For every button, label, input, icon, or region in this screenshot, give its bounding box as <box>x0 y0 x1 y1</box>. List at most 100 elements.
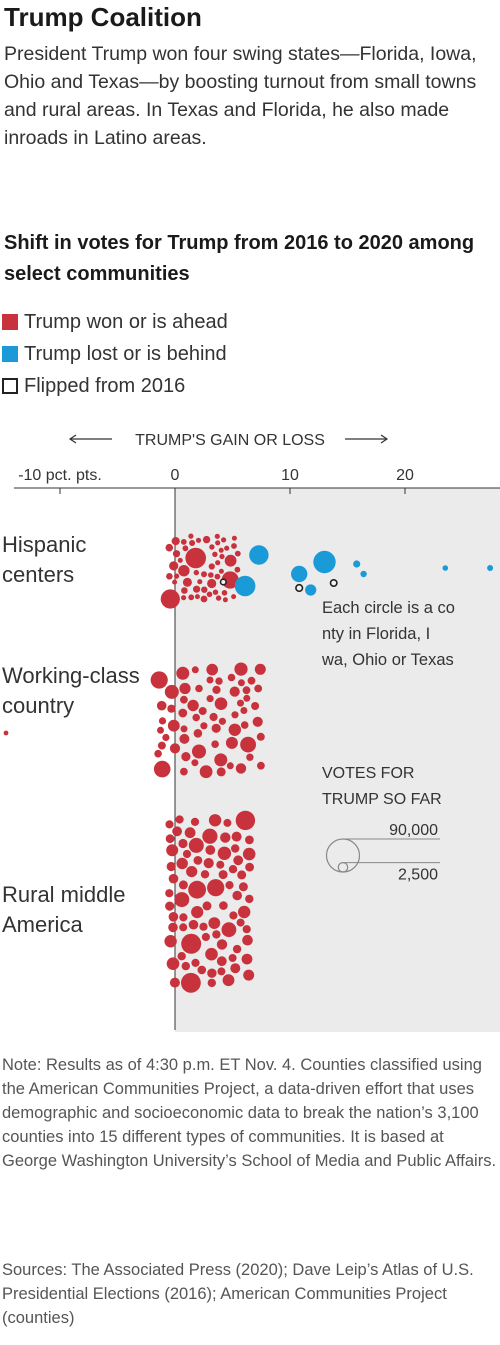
chart-sources: Sources: The Associated Press (2020); Da… <box>2 1261 474 1327</box>
county-dot-won <box>240 707 248 714</box>
county-dot-won <box>180 767 188 776</box>
county-dot-won <box>199 765 213 779</box>
county-dot-won <box>164 935 177 948</box>
county-dot-won <box>219 553 225 560</box>
size-legend-label: 90,000 <box>389 822 438 839</box>
axis-title: TRUMP'S GAIN OR LOSS <box>135 432 325 449</box>
county-dot-won <box>150 671 168 689</box>
county-dot-lost <box>360 570 367 578</box>
county-dot-won <box>237 699 244 707</box>
county-dot-won <box>177 952 186 961</box>
county-dot-won <box>192 713 200 722</box>
x-tick-label: 20 <box>396 467 414 484</box>
flipped-county-dot <box>219 578 227 586</box>
county-dot-won <box>234 662 248 676</box>
county-dot-won <box>212 930 221 939</box>
chart-title: Trump Coalition <box>4 2 202 32</box>
county-dot-won <box>188 533 194 539</box>
county-dot-won <box>231 711 239 719</box>
county-dot-won <box>178 838 188 849</box>
county-dot-won <box>218 568 224 574</box>
county-dot-won <box>228 723 241 736</box>
county-dot-won <box>181 972 201 993</box>
county-dot-won <box>208 814 222 827</box>
county-dot-won <box>153 760 171 778</box>
county-dot-won <box>181 587 188 594</box>
county-dot-won <box>234 566 241 573</box>
county-dot-won <box>165 901 175 911</box>
axis-arrowhead-left <box>68 434 77 444</box>
county-dot-won <box>231 543 237 549</box>
county-dot-won <box>214 697 228 710</box>
county-dot-won <box>171 537 180 546</box>
county-dot-won <box>179 923 188 932</box>
county-dot-won <box>215 677 223 685</box>
county-dot-won <box>191 759 199 767</box>
x-tick-label: 0 <box>171 467 180 484</box>
county-dot-won <box>178 565 190 577</box>
county-dot-won <box>216 767 226 777</box>
legend-item-won: Trump won or is ahead <box>2 306 228 338</box>
county-dot-won <box>216 956 227 967</box>
county-dot-won <box>181 595 187 601</box>
annotation-text: Each circle is a co <box>322 599 455 617</box>
county-dot-won <box>218 547 224 553</box>
county-dot-won <box>231 535 237 541</box>
county-dot-won <box>172 579 178 585</box>
chart-dek: President Trump won four swing states—Fl… <box>4 43 477 149</box>
county-dot-won <box>165 543 174 552</box>
size-legend-title: TRUMP SO FAR <box>322 791 442 808</box>
county-dot-won <box>188 837 204 853</box>
county-dot-won <box>208 917 221 929</box>
county-dot-won <box>180 725 188 733</box>
county-dot-won <box>197 579 203 585</box>
county-dot-won <box>231 844 240 853</box>
county-dot-won <box>160 589 180 609</box>
county-dot-won <box>172 550 181 558</box>
chart-note: Note: Results as of 4:30 p.m. ET Nov. 4.… <box>2 1056 497 1170</box>
county-dot-won <box>168 922 178 933</box>
county-dot-lost <box>305 584 317 596</box>
county-dot-won <box>189 540 196 546</box>
county-dot-won <box>245 835 254 845</box>
county-dot-won <box>166 861 176 872</box>
county-dot-won <box>181 961 190 971</box>
county-dot-won <box>182 577 192 587</box>
county-dot-won <box>218 870 228 880</box>
county-dot-won <box>3 730 9 736</box>
county-dot-won <box>172 826 183 837</box>
county-dot-won <box>195 537 202 543</box>
county-dot-won <box>225 881 234 890</box>
county-dot-won <box>232 890 242 901</box>
county-dot-won <box>200 595 208 603</box>
county-dot-won <box>202 535 211 544</box>
county-dot-won <box>201 571 207 578</box>
county-dot-won <box>214 573 221 580</box>
county-dot-won <box>208 572 214 578</box>
county-dot-won <box>206 676 214 684</box>
county-dot-won <box>227 673 236 682</box>
county-dot-won <box>245 862 255 872</box>
county-dot-won <box>169 561 179 571</box>
county-dot-won <box>182 849 192 859</box>
county-dot-won <box>205 845 216 855</box>
county-dot-won <box>190 817 200 826</box>
county-dot-lost <box>313 550 336 574</box>
county-dot-won <box>193 729 203 738</box>
county-dot-won <box>223 818 232 827</box>
category-label: Rural middle <box>2 882 126 907</box>
category-label: country <box>2 693 74 718</box>
county-dot-won <box>192 744 206 759</box>
county-dot-won <box>228 865 238 874</box>
annotation-text: wa, Ohio or Texas <box>321 651 454 669</box>
county-dot-won <box>232 944 242 954</box>
county-dot-won <box>203 858 214 869</box>
county-dot-won <box>241 953 253 965</box>
county-dot-won <box>156 700 167 711</box>
county-dot-won <box>158 717 167 725</box>
county-dot-won <box>212 589 219 595</box>
county-dot-won <box>222 974 235 987</box>
legend-swatch-flipped <box>2 378 18 394</box>
county-dot-won <box>216 939 228 950</box>
county-dot-won <box>166 844 179 857</box>
